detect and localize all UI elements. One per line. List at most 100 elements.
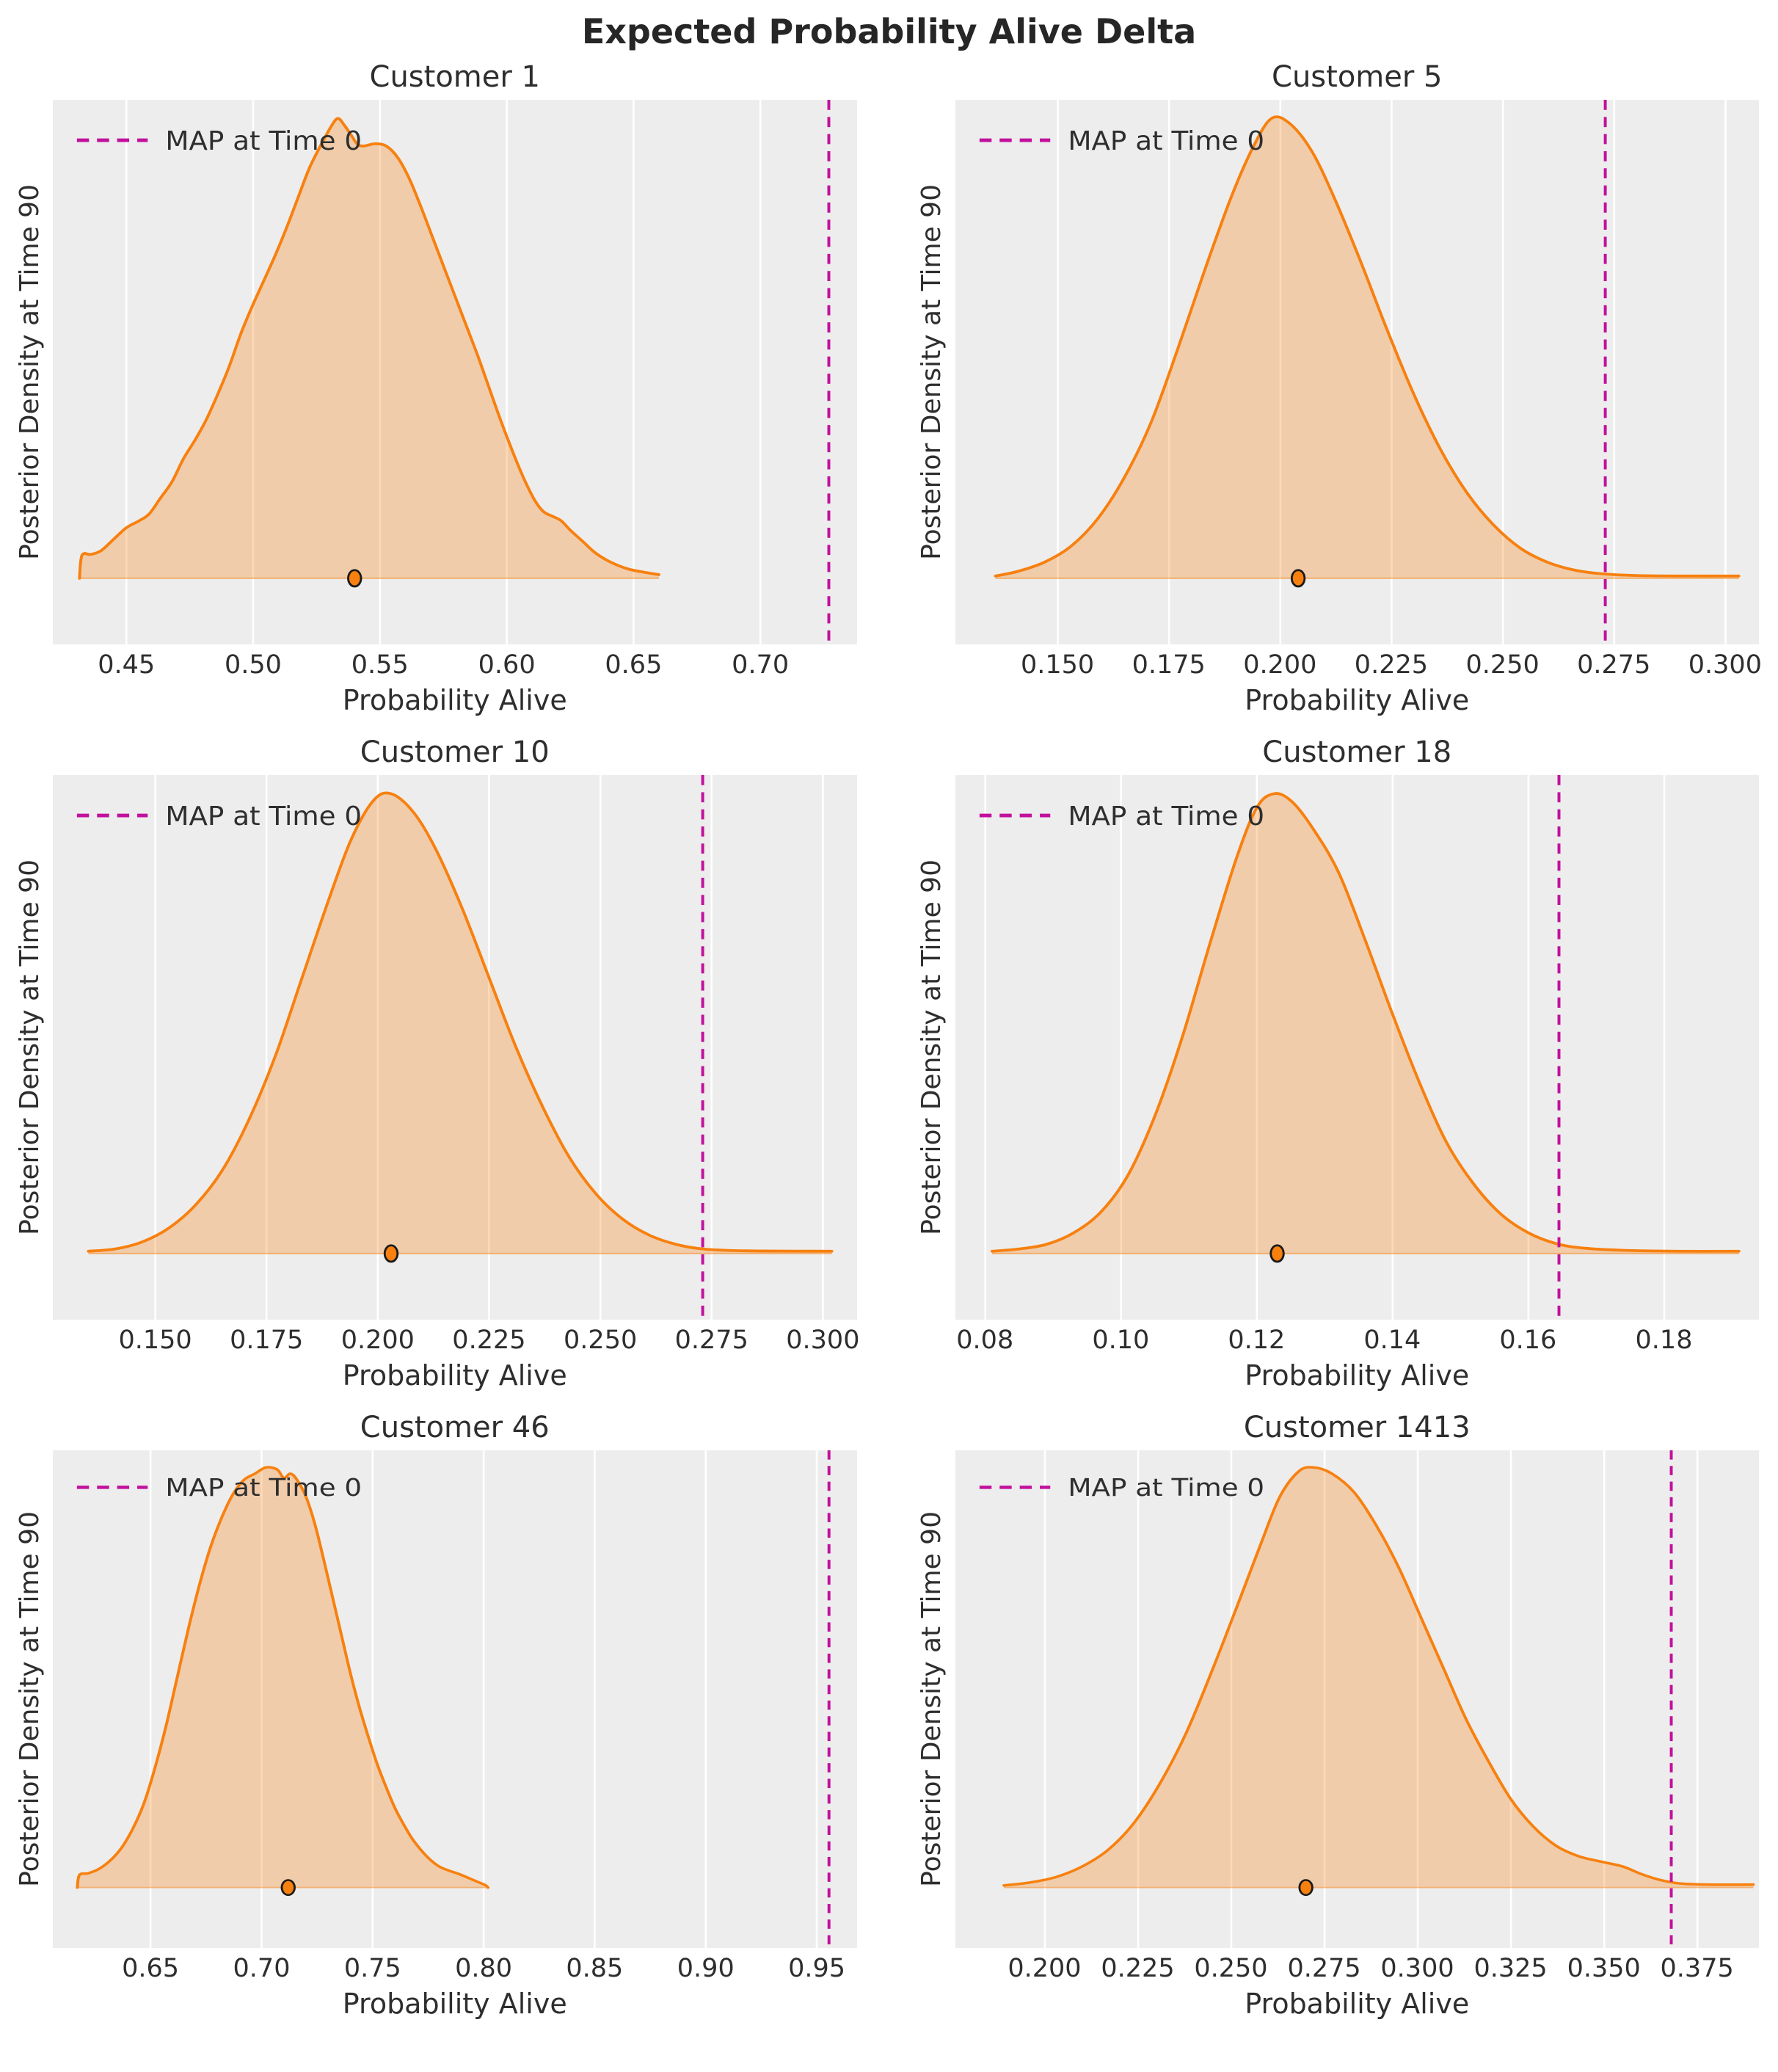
subplot-title: Customer 5 xyxy=(1272,60,1443,94)
x-tick-label: 0.325 xyxy=(1473,1954,1548,1983)
subplot-customer-46: Customer 46 Posterior Density at Time 90 M… xyxy=(6,1406,857,2024)
kde-fill xyxy=(1003,1466,1753,1888)
y-axis-label: Posterior Density at Time 90 xyxy=(6,1450,53,1948)
x-tick-label: 0.200 xyxy=(340,1326,415,1355)
plot-row: Posterior Density at Time 90 MAP at Time … xyxy=(6,1450,857,1948)
plot-svg: MAP at Time 0 xyxy=(76,1450,831,1948)
subplot-customer-1: Customer 1 Posterior Density at Time 90 MA… xyxy=(6,56,857,721)
plot-svg: MAP at Time 0 xyxy=(76,100,831,644)
figure-title: Expected Probability Alive Delta xyxy=(581,12,1197,51)
x-axis-label: Probability Alive xyxy=(1245,1359,1470,1392)
x-tick-label: 0.175 xyxy=(1132,650,1206,680)
kde-curve xyxy=(990,792,1741,1253)
x-axis-ticks: 0.200 0.225 0.250 0.275 0.300 0.325 0.350 0.375 xyxy=(955,1948,1760,1986)
legend-label: MAP at Time 0 xyxy=(1068,125,1264,156)
legend-label: MAP at Time 0 xyxy=(165,1474,362,1502)
plot-svg: MAP at Time 0 xyxy=(979,775,1741,1320)
y-axis-label: Posterior Density at Time 90 xyxy=(908,775,955,1320)
x-tick-label: 0.45 xyxy=(98,650,156,680)
x-tick-label: 0.375 xyxy=(1660,1954,1734,1983)
kde-curve xyxy=(76,1466,490,1889)
subplot-title: Customer 18 xyxy=(1262,735,1452,769)
x-tick-label: 0.225 xyxy=(1354,650,1429,680)
x-tick-label: 0.70 xyxy=(233,1954,291,1983)
y-axis-label: Posterior Density at Time 90 xyxy=(908,1450,955,1948)
plot-row: Posterior Density at Time 90 MAP at Time … xyxy=(908,775,1759,1320)
plot-svg: MAP at Time 0 xyxy=(979,1450,1755,1948)
dot-marker xyxy=(1269,1244,1285,1263)
dot-marker xyxy=(1290,569,1305,588)
x-tick-label: 0.65 xyxy=(605,650,663,680)
x-tick-label: 0.14 xyxy=(1363,1326,1421,1355)
dot-marker xyxy=(1297,1879,1314,1897)
x-tick-label: 0.275 xyxy=(1577,650,1651,680)
subplot-title: Customer 1 xyxy=(369,60,540,94)
x-axis-ticks: 0.65 0.70 0.75 0.80 0.85 0.90 0.95 xyxy=(53,1948,857,1986)
x-tick-label: 0.300 xyxy=(1688,650,1762,680)
x-tick-label: 0.50 xyxy=(225,650,282,680)
subplot-customer-10: Customer 10 Posterior Density at Time 90 M… xyxy=(6,731,860,1396)
x-tick-label: 0.250 xyxy=(1194,1954,1268,1983)
x-tick-label: 0.75 xyxy=(343,1954,401,1983)
subplot-title: Customer 1413 xyxy=(1243,1411,1471,1444)
x-tick-label: 0.95 xyxy=(788,1954,846,1983)
kde-curve xyxy=(78,117,660,580)
x-tick-label: 0.225 xyxy=(1101,1954,1175,1983)
plot-row: Posterior Density at Time 90 MAP at Time … xyxy=(908,1450,1759,1948)
x-tick-label: 0.12 xyxy=(1228,1326,1286,1355)
y-axis-label-text: Posterior Density at Time 90 xyxy=(917,184,947,560)
subplot-customer-18: Customer 18 Posterior Density at Time 90 M… xyxy=(908,731,1760,1396)
x-tick-label: 0.200 xyxy=(1243,650,1317,680)
x-tick-label: 0.200 xyxy=(1008,1954,1082,1983)
subplot-title: Customer 46 xyxy=(360,1411,550,1444)
x-axis-label: Probability Alive xyxy=(342,1359,567,1392)
x-tick-label: 0.80 xyxy=(455,1954,513,1983)
x-tick-label: 0.300 xyxy=(786,1326,860,1355)
plot-area: MAP at Time 0 xyxy=(955,100,1759,644)
plot-row: Posterior Density at Time 90 MAP at Time … xyxy=(6,100,857,644)
x-axis-label: Probability Alive xyxy=(342,1988,567,2020)
plot-row: Posterior Density at Time 90 MAP at Time … xyxy=(6,775,857,1320)
dot-marker xyxy=(383,1244,399,1263)
x-axis-ticks: 0.45 0.50 0.55 0.60 0.65 0.70 xyxy=(53,644,857,683)
dot-marker xyxy=(347,569,362,588)
y-axis-label-text: Posterior Density at Time 90 xyxy=(14,1511,45,1887)
kde-curve xyxy=(87,791,834,1253)
x-tick-label: 0.55 xyxy=(351,650,409,680)
plot-area: MAP at Time 0 xyxy=(53,100,857,644)
plot-area: MAP at Time 0 xyxy=(955,1450,1759,1948)
x-tick-label: 0.250 xyxy=(1465,650,1540,680)
x-tick-label: 0.70 xyxy=(732,650,790,680)
subplot-customer-5: Customer 5 Posterior Density at Time 90 MA… xyxy=(908,56,1762,721)
y-axis-label: Posterior Density at Time 90 xyxy=(6,775,53,1320)
plot-svg: MAP at Time 0 xyxy=(979,100,1741,644)
x-axis-label: Probability Alive xyxy=(1245,684,1470,716)
x-tick-label: 0.16 xyxy=(1499,1326,1557,1355)
x-tick-label: 0.150 xyxy=(1020,650,1095,680)
x-axis-label: Probability Alive xyxy=(1245,1988,1470,2020)
x-tick-label: 0.350 xyxy=(1567,1954,1641,1983)
kde-fill xyxy=(88,793,832,1254)
x-axis-ticks: 0.08 0.10 0.12 0.14 0.16 0.18 xyxy=(955,1320,1760,1358)
subplot-grid: Customer 1 Posterior Density at Time 90 MA… xyxy=(0,56,1778,2024)
plot-area: MAP at Time 0 xyxy=(53,1450,857,1948)
plot-row: Posterior Density at Time 90 MAP at Time … xyxy=(908,100,1759,644)
x-tick-label: 0.18 xyxy=(1635,1326,1693,1355)
x-tick-label: 0.60 xyxy=(478,650,536,680)
y-axis-label-text: Posterior Density at Time 90 xyxy=(14,184,45,560)
legend-label: MAP at Time 0 xyxy=(1068,800,1264,831)
x-tick-label: 0.08 xyxy=(956,1326,1014,1355)
x-axis-label: Probability Alive xyxy=(342,684,567,716)
plot-svg: MAP at Time 0 xyxy=(76,775,834,1320)
x-tick-label: 0.175 xyxy=(230,1326,304,1355)
x-tick-label: 0.150 xyxy=(118,1326,192,1355)
y-axis-label-text: Posterior Density at Time 90 xyxy=(917,1511,947,1887)
subplot-title: Customer 10 xyxy=(360,735,550,769)
kde-curve xyxy=(1002,1466,1755,1887)
y-axis-label: Posterior Density at Time 90 xyxy=(6,100,53,644)
kde-fill xyxy=(991,793,1739,1254)
subplot-customer-1413: Customer 1413 Posterior Density at Time 9… xyxy=(908,1406,1760,2024)
kde-fill xyxy=(995,117,1739,578)
x-axis-ticks: 0.150 0.175 0.200 0.225 0.250 0.275 0.300 xyxy=(53,1320,860,1358)
x-tick-label: 0.65 xyxy=(122,1954,180,1983)
